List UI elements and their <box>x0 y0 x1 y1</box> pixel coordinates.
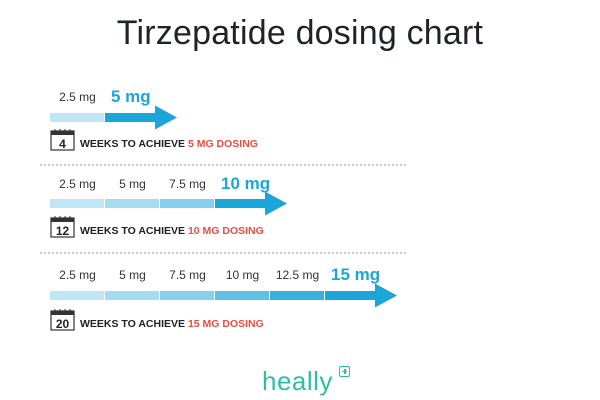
target-arrow-head <box>155 105 177 130</box>
caption-prefix: WEEKS TO ACHIEVE <box>80 318 188 330</box>
dose-segment <box>160 199 214 208</box>
weeks-caption: WEEKS TO ACHIEVE 5 MG DOSING <box>80 138 258 150</box>
caption-highlight: 5 MG DOSING <box>188 138 258 150</box>
dose-row-2: 2.5 mg 5 mg 7.5 mg 10 mg 12 WEEKS TO ACHIEVE … <box>50 174 287 238</box>
dose-segment <box>105 199 159 208</box>
dose-label: 5 mg <box>119 177 146 191</box>
calendar-icon <box>50 309 75 331</box>
target-dose-label: 5 mg <box>111 87 151 106</box>
dose-label: 10 mg <box>226 268 259 282</box>
target-arrow-head <box>375 283 397 308</box>
target-arrow-head <box>265 191 287 216</box>
dose-segment <box>270 291 324 300</box>
dose-label: 12.5 mg <box>276 268 319 282</box>
dose-label: 2.5 mg <box>59 177 96 191</box>
calendar-icon <box>50 216 75 238</box>
dose-segment <box>105 291 159 300</box>
dose-label: 5 mg <box>119 268 146 282</box>
page-title: Tirzepatide dosing chart <box>116 14 484 52</box>
weeks-count: 20 <box>56 317 70 331</box>
dose-label: 7.5 mg <box>169 268 206 282</box>
weeks-count: 12 <box>56 224 70 238</box>
target-arrow-shaft <box>325 291 375 300</box>
dose-label: 7.5 mg <box>169 177 206 191</box>
dose-segment <box>160 291 214 300</box>
dose-segment <box>50 199 104 208</box>
target-arrow-shaft <box>215 199 265 208</box>
heally-logo: heally <box>262 366 333 396</box>
target-arrow-shaft <box>105 113 155 122</box>
dose-segment <box>50 113 104 122</box>
dose-row-1: 2.5 mg 5 mg 4 WEEKS TO ACHIEVE 5 MG DOSING <box>50 87 258 151</box>
caption-prefix: WEEKS TO ACHIEVE <box>80 138 188 150</box>
dose-segment <box>215 291 269 300</box>
dose-label: 2.5 mg <box>59 90 96 104</box>
plus-square-icon <box>339 366 350 377</box>
target-dose-label: 10 mg <box>221 174 270 193</box>
caption-prefix: WEEKS TO ACHIEVE <box>80 225 188 237</box>
weeks-caption: WEEKS TO ACHIEVE 15 MG DOSING <box>80 318 264 330</box>
weeks-caption: WEEKS TO ACHIEVE 10 MG DOSING <box>80 225 264 237</box>
caption-highlight: 10 MG DOSING <box>188 225 264 237</box>
calendar-icon <box>50 129 75 151</box>
dose-segment <box>50 291 104 300</box>
dose-label: 2.5 mg <box>59 268 96 282</box>
caption-highlight: 15 MG DOSING <box>188 318 264 330</box>
dose-row-3: 2.5 mg 5 mg 7.5 mg 10 mg 12.5 mg 15 mg 20 WEEKS… <box>50 265 397 331</box>
weeks-count: 4 <box>59 137 66 151</box>
target-dose-label: 15 mg <box>331 265 380 284</box>
